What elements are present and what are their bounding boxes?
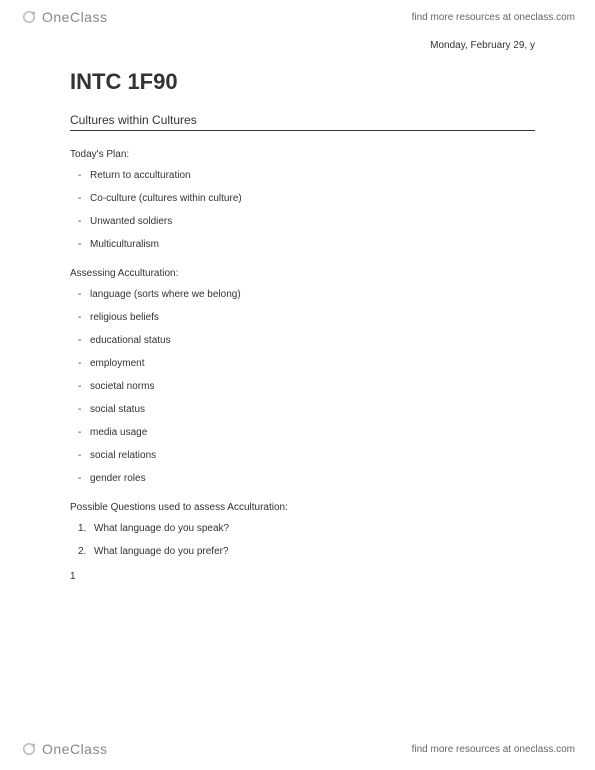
list-item: Co-culture (cultures within culture)	[78, 193, 535, 204]
oneclass-logo-icon	[20, 740, 38, 758]
list-item: Multiculturalism	[78, 239, 535, 250]
list-item: social relations	[78, 450, 535, 461]
document-content: Monday, February 29, y INTC 1F90 Culture…	[0, 30, 595, 582]
list-item: media usage	[78, 427, 535, 438]
list-item: 1. What language do you speak?	[78, 523, 535, 534]
questions-label: Possible Questions used to assess Accult…	[70, 502, 535, 513]
course-code: INTC 1F90	[70, 69, 535, 95]
assessing-label: Assessing Acculturation:	[70, 268, 535, 279]
brand-name-footer: OneClass	[42, 741, 107, 757]
oneclass-logo-icon	[20, 8, 38, 26]
list-number: 1.	[78, 523, 86, 534]
list-item: educational status	[78, 335, 535, 346]
list-item: Return to acculturation	[78, 170, 535, 181]
footer: OneClass find more resources at oneclass…	[0, 736, 595, 762]
plan-label: Today's Plan:	[70, 149, 535, 160]
document-subtitle: Cultures within Cultures	[70, 113, 535, 131]
list-item: gender roles	[78, 473, 535, 484]
list-item: 2. What language do you prefer?	[78, 546, 535, 557]
list-item: Unwanted soldiers	[78, 216, 535, 227]
list-number: 2.	[78, 546, 86, 557]
questions-list: 1. What language do you speak? 2. What lan…	[70, 523, 535, 557]
footer-tagline[interactable]: find more resources at oneclass.com	[412, 744, 575, 755]
header: OneClass find more resources at oneclass…	[0, 0, 595, 30]
brand-logo: OneClass	[20, 8, 107, 26]
list-item: language (sorts where we belong)	[78, 289, 535, 300]
list-item: employment	[78, 358, 535, 369]
list-item-text: What language do you prefer?	[94, 546, 229, 557]
list-item: religious beliefs	[78, 312, 535, 323]
brand-logo-footer: OneClass	[20, 740, 107, 758]
brand-name: OneClass	[42, 9, 107, 25]
list-item: social status	[78, 404, 535, 415]
header-tagline[interactable]: find more resources at oneclass.com	[412, 12, 575, 23]
document-date: Monday, February 29, y	[70, 40, 535, 51]
list-item: societal norms	[78, 381, 535, 392]
assessing-list: language (sorts where we belong) religio…	[70, 289, 535, 484]
page-number: 1	[70, 571, 535, 582]
plan-list: Return to acculturation Co-culture (cult…	[70, 170, 535, 250]
list-item-text: What language do you speak?	[94, 523, 229, 534]
